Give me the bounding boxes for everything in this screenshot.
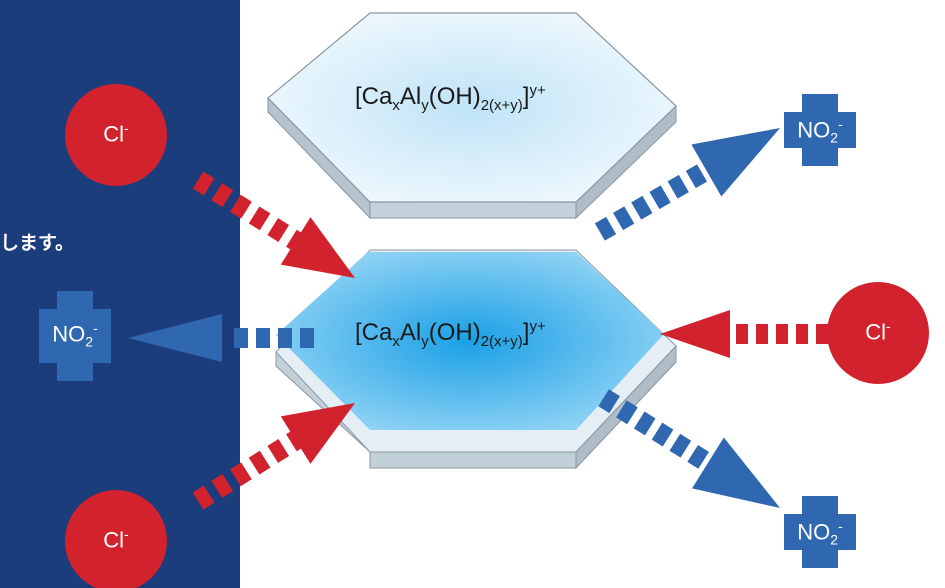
layer-top [267, 12, 677, 220]
chloride-ion-right [827, 282, 929, 384]
chloride-label-bottom-left: Cl- [103, 526, 129, 553]
arrow-cl-top-left [192, 171, 355, 278]
arrow-no2-bottom-right [598, 389, 780, 508]
arrow-cl-bottom-left [192, 403, 355, 510]
nitrite-ion-top-right [784, 94, 856, 166]
arrow-no2-top-right [594, 128, 780, 241]
chloride-ion-top-left [65, 84, 167, 186]
chloride-label-right: Cl- [865, 318, 891, 345]
nitrite-label-top-right: NO2- [797, 116, 843, 146]
nitrite-label-left: NO2- [52, 320, 98, 350]
formula-main: [CaxAly(OH)2(x+y)]y+ [355, 318, 546, 350]
layer-main [275, 249, 677, 470]
nitrite-ion-bottom-right [784, 496, 856, 568]
arrow-cl-right [660, 310, 828, 358]
caption-text: します。 [0, 232, 75, 254]
arrow-no2-left [128, 314, 314, 362]
formula-top: [CaxAly(OH)2(x+y)]y+ [355, 82, 546, 114]
nitrite-ion-left [39, 291, 111, 381]
chloride-ion-bottom-left [65, 490, 167, 588]
chloride-label-top-left: Cl- [103, 120, 129, 147]
nitrite-label-bottom-right: NO2- [797, 518, 843, 548]
